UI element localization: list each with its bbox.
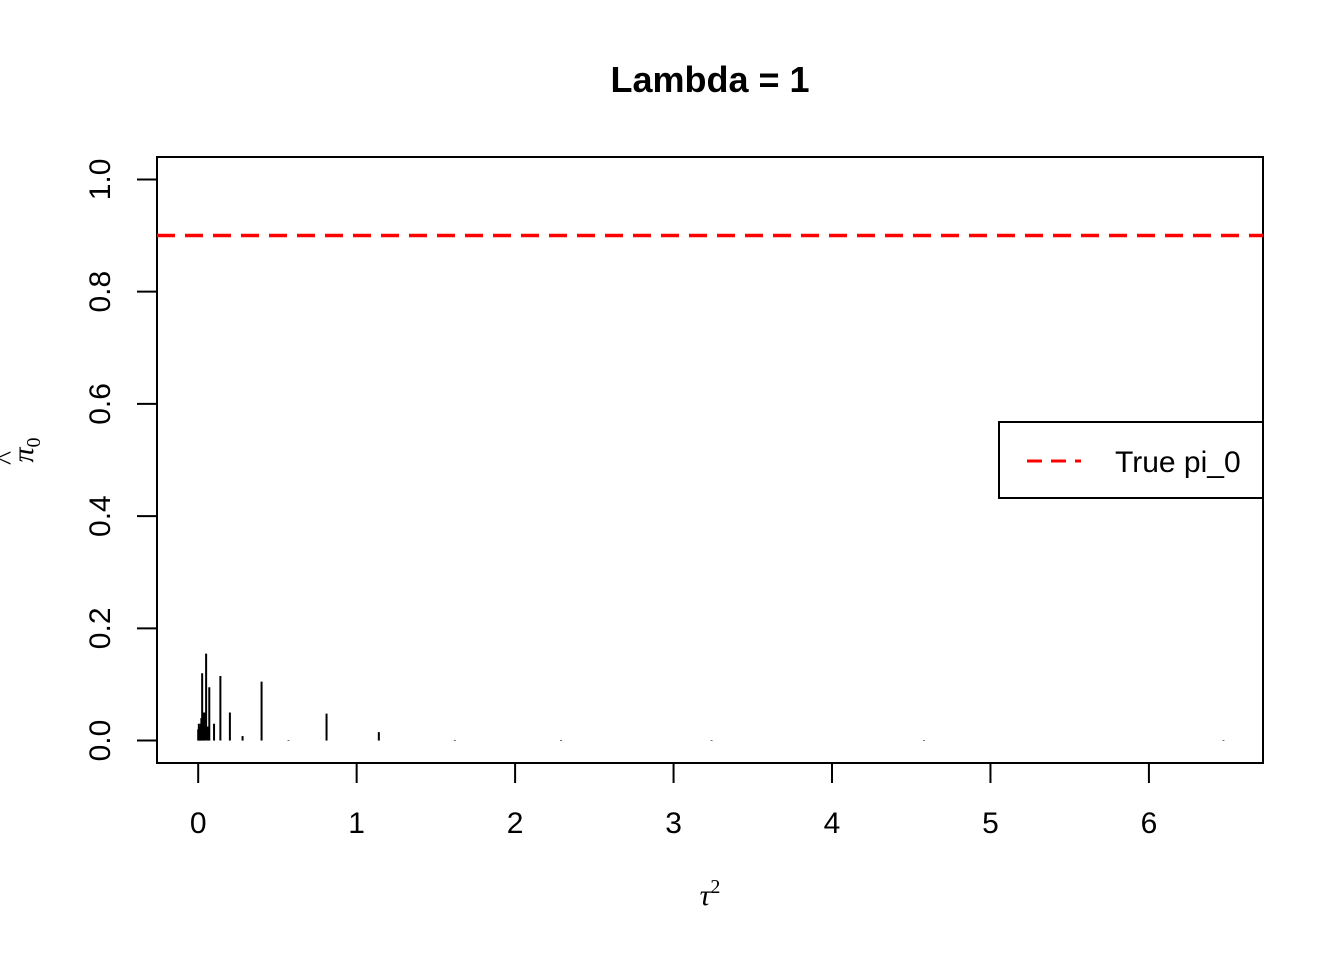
histogram-spikes bbox=[197, 653, 1225, 741]
svg-text:π0: π0 bbox=[7, 437, 45, 462]
y-tick-label: 0.2 bbox=[84, 607, 117, 649]
x-tick-label: 6 bbox=[1141, 807, 1158, 840]
x-tick-label: 2 bbox=[507, 807, 524, 840]
svg-text:^: ^ bbox=[0, 451, 23, 465]
x-tick-label: 5 bbox=[982, 807, 999, 840]
legend-box bbox=[998, 421, 1264, 499]
y-axis: 0.0 0.2 0.4 0.6 0.8 1.0 bbox=[84, 159, 158, 762]
legend: True pi_0 bbox=[998, 421, 1264, 499]
y-tick-label: 0.4 bbox=[84, 495, 117, 537]
x-tick-label: 3 bbox=[665, 807, 682, 840]
x-axis-label: τ2 bbox=[700, 876, 721, 912]
y-tick-label: 0.0 bbox=[84, 720, 117, 762]
chart-title: Lambda = 1 bbox=[610, 59, 809, 100]
y-axis-label: π0 ^ bbox=[0, 437, 45, 465]
y-tick-label: 1.0 bbox=[84, 159, 117, 201]
legend-label: True pi_0 bbox=[1115, 446, 1241, 479]
y-tick-label: 0.8 bbox=[84, 271, 117, 313]
x-tick-label: 1 bbox=[348, 807, 365, 840]
y-tick-label: 0.6 bbox=[84, 383, 117, 425]
x-tick-label: 0 bbox=[190, 807, 207, 840]
x-axis: 0 1 2 3 4 5 6 bbox=[190, 762, 1158, 840]
x-tick-label: 4 bbox=[824, 807, 841, 840]
